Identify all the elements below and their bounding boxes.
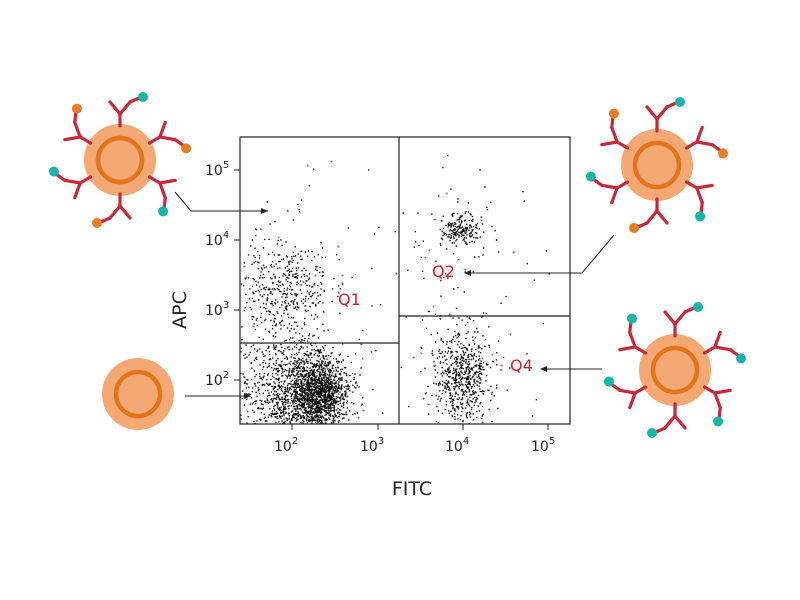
antibody-icon [629, 197, 669, 233]
cell-double-positive-top-right [585, 97, 729, 233]
apc-fluorophore-icon [695, 211, 706, 222]
cell-membrane [102, 358, 174, 430]
cell-apc-positive [603, 302, 747, 438]
antibody-icon [603, 376, 648, 410]
apc-fluorophore-icon [713, 416, 724, 427]
fitc-fluorophore-icon [92, 218, 102, 228]
quadrant-label-q4: Q4 [510, 356, 533, 375]
antibody-icon [48, 166, 93, 200]
apc-fluorophore-icon [647, 428, 657, 438]
antibody-icon [147, 120, 192, 154]
cell-membrane [639, 334, 711, 406]
cell-double-positive-top-left [48, 92, 192, 228]
cell-unstained [102, 358, 174, 430]
fitc-fluorophore-icon [71, 103, 82, 114]
antibody-icon [684, 125, 729, 159]
antibody-icon [108, 92, 148, 128]
cell-nucleus [113, 369, 163, 419]
y-axis-label: APC [169, 291, 191, 329]
apc-fluorophore-icon [603, 376, 614, 387]
x-tick-label: 105 [531, 436, 555, 455]
y-tick-marks [234, 169, 240, 381]
antibody-icon [702, 385, 732, 427]
arrow-top-left [174, 191, 268, 212]
apc-fluorophore-icon [585, 171, 596, 182]
fitc-fluorophore-icon [629, 223, 639, 233]
quadrant-label-q2: Q2 [432, 262, 455, 281]
antibody-icon [702, 330, 747, 364]
x-tick-label: 102 [274, 436, 298, 455]
arrowhead-top-left [261, 208, 268, 214]
y-tick-label: 102 [205, 370, 229, 389]
y-tick-label: 103 [205, 300, 229, 319]
antibody-icon [663, 302, 703, 338]
x-tick-marks [291, 424, 549, 430]
antibody-icon [585, 171, 630, 205]
fitc-fluorophore-icon [608, 108, 619, 119]
apc-fluorophore-icon [138, 92, 148, 102]
scatter-dot-cloud [240, 154, 550, 424]
cell-membrane [84, 124, 156, 196]
apc-fluorophore-icon [693, 302, 703, 312]
antibody-icon [645, 97, 685, 133]
arrowhead-bottom-right [540, 366, 547, 372]
cell-nucleus [632, 140, 682, 190]
arrow-top-right [466, 234, 615, 274]
fitc-fluorophore-icon [718, 148, 729, 159]
antibody-icon [63, 103, 93, 145]
cell-nucleus [650, 345, 700, 395]
antibody-icon [147, 175, 177, 217]
antibody-icon [92, 192, 132, 228]
apc-fluorophore-icon [626, 313, 637, 324]
y-tick-label: 104 [205, 230, 229, 249]
antibody-icon [600, 108, 630, 150]
x-tick-label: 104 [445, 436, 469, 455]
x-tick-label: 103 [360, 436, 384, 455]
apc-fluorophore-icon [158, 206, 169, 217]
antibody-icon [618, 313, 648, 355]
quadrant-label-q1: Q1 [338, 290, 361, 309]
arrowheads [244, 208, 547, 399]
antibody-icon [684, 180, 714, 222]
antibody-icon [647, 402, 687, 438]
apc-fluorophore-icon [675, 97, 685, 107]
apc-fluorophore-icon [736, 353, 747, 364]
apc-fluorophore-icon [48, 166, 59, 177]
y-tick-label: 105 [205, 160, 229, 179]
fitc-fluorophore-icon [181, 143, 192, 154]
scatter-dots [240, 154, 550, 424]
arrowhead-top-right [464, 270, 471, 276]
arrowhead-bottom-left [244, 393, 251, 399]
x-axis-label: FITC [392, 478, 432, 500]
connector-arrows [174, 191, 615, 397]
cell-membrane [621, 129, 693, 201]
cell-nucleus [95, 135, 145, 185]
plot-frame [239, 136, 571, 425]
